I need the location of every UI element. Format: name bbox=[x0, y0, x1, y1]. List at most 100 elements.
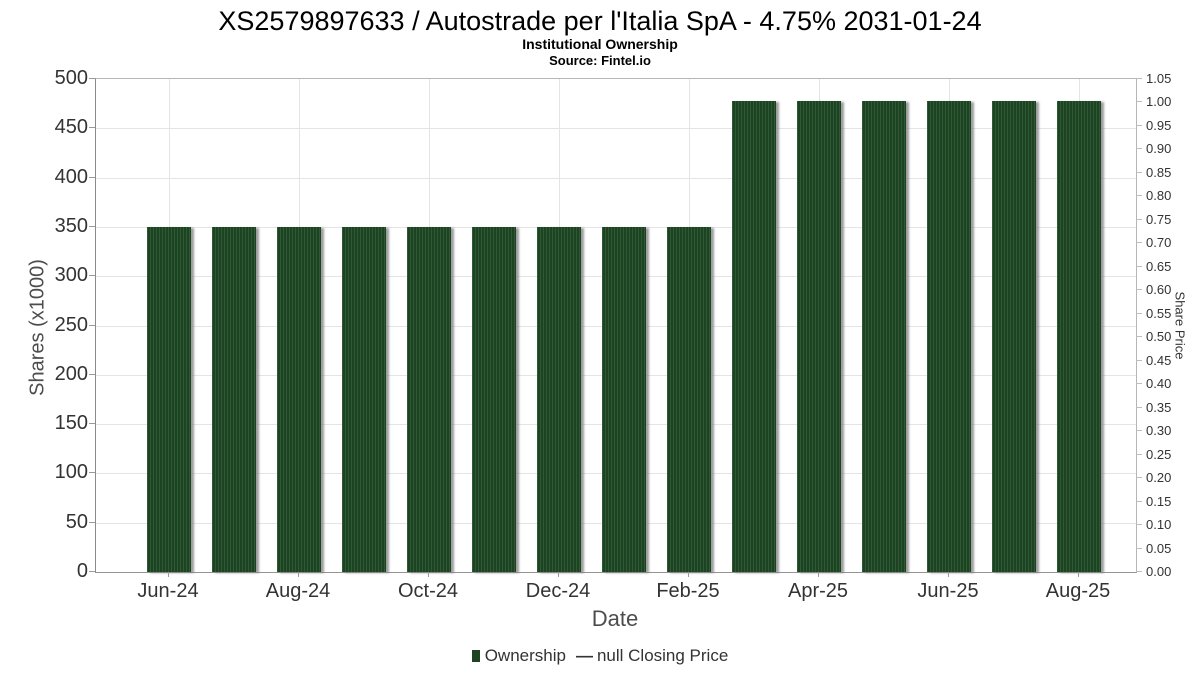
legend-ownership-label: Ownership bbox=[484, 646, 566, 665]
ownership-bar[interactable] bbox=[797, 100, 841, 572]
right-axis-tick bbox=[1136, 242, 1142, 244]
y-axis-tick bbox=[89, 423, 95, 425]
ownership-bar[interactable] bbox=[212, 226, 256, 572]
right-axis-tick bbox=[1136, 571, 1142, 572]
right-axis-tick-label: 0.70 bbox=[1146, 235, 1172, 251]
right-axis-tick bbox=[1136, 171, 1142, 173]
chart-title: XS2579897633 / Autostrade per l'Italia S… bbox=[218, 6, 982, 36]
ownership-swatch-icon bbox=[471, 650, 480, 662]
y-axis-tick bbox=[89, 373, 95, 375]
y-axis-tick bbox=[89, 472, 95, 474]
right-axis-tick bbox=[1136, 78, 1142, 79]
right-axis-tick bbox=[1136, 547, 1142, 549]
y-axis-tick-label: 0 bbox=[76, 560, 88, 582]
x-axis-tick bbox=[168, 572, 169, 577]
ownership-bar[interactable] bbox=[862, 100, 906, 572]
y-axis-tick-label: 500 bbox=[54, 67, 88, 89]
y-axis-tick-label: 150 bbox=[54, 412, 88, 435]
right-axis-tick-label: 0.40 bbox=[1146, 376, 1172, 392]
right-axis-tick-label: 0.10 bbox=[1146, 517, 1172, 533]
right-axis-tick bbox=[1136, 148, 1142, 150]
y-axis-tick-label: 50 bbox=[65, 510, 88, 533]
right-axis-tick bbox=[1136, 359, 1142, 361]
right-axis-tick bbox=[1136, 312, 1142, 314]
ownership-bar[interactable] bbox=[992, 100, 1036, 572]
y-axis-tick-label: 100 bbox=[54, 461, 88, 484]
ownership-bar[interactable] bbox=[602, 226, 646, 572]
right-axis-tick-label: 0.50 bbox=[1146, 329, 1172, 345]
right-axis-tick-label: 0.85 bbox=[1146, 164, 1172, 180]
ownership-bar[interactable] bbox=[147, 226, 191, 572]
y-axis-tick bbox=[89, 127, 95, 129]
ownership-bar[interactable] bbox=[342, 226, 386, 572]
legend-price-label: null Closing Price bbox=[596, 646, 729, 665]
y-axis-tick-label: 400 bbox=[54, 165, 88, 188]
x-axis-tick-label: Jun-24 bbox=[137, 580, 199, 602]
price-line-dash-icon: — bbox=[575, 646, 593, 665]
right-axis-tick bbox=[1136, 265, 1142, 267]
x-axis-tick bbox=[948, 572, 949, 577]
chart-source-label: Source: Fintel.io bbox=[549, 53, 651, 68]
right-axis-tick-label: 0.95 bbox=[1146, 117, 1172, 133]
x-axis-tick bbox=[1078, 572, 1079, 577]
right-axis-tick bbox=[1136, 453, 1142, 455]
legend-item-closing-price[interactable]: — null Closing Price bbox=[566, 646, 728, 666]
right-axis-tick bbox=[1136, 383, 1142, 385]
right-axis-tick bbox=[1136, 289, 1142, 291]
right-axis-tick bbox=[1136, 477, 1142, 479]
ownership-bar[interactable] bbox=[732, 100, 776, 572]
right-axis-tick bbox=[1136, 524, 1142, 526]
ownership-bar[interactable] bbox=[472, 226, 516, 572]
y-axis-tick bbox=[89, 176, 95, 178]
x-axis-tick-label: Aug-25 bbox=[1045, 580, 1111, 602]
right-axis-tick-label: 0.30 bbox=[1146, 423, 1172, 439]
right-axis-tick bbox=[1136, 500, 1142, 502]
right-axis-tick-label: 0.90 bbox=[1146, 141, 1172, 157]
chart-legend: Ownership — null Closing Price bbox=[0, 646, 1200, 666]
y-axis-tick bbox=[89, 275, 95, 277]
ownership-bar[interactable] bbox=[407, 226, 451, 572]
legend-item-ownership[interactable]: Ownership bbox=[471, 646, 566, 666]
y-axis-tick bbox=[89, 78, 95, 79]
right-axis-tick-label: 1.05 bbox=[1146, 71, 1172, 86]
ownership-bar[interactable] bbox=[277, 226, 321, 572]
chart-subtitle: Institutional Ownership bbox=[522, 36, 678, 52]
right-axis-tick-label: 0.55 bbox=[1146, 305, 1172, 321]
right-axis-tick bbox=[1136, 218, 1142, 220]
x-axis-tick-label: Aug-24 bbox=[265, 580, 331, 602]
y-axis-tick bbox=[89, 225, 95, 227]
y-axis-tick bbox=[89, 571, 95, 572]
x-axis-title-date: Date bbox=[591, 606, 639, 631]
right-axis-tick bbox=[1136, 336, 1142, 338]
right-axis-tick-label: 0.45 bbox=[1146, 352, 1172, 368]
y-axis-tick-label: 450 bbox=[54, 116, 88, 139]
right-axis-tick bbox=[1136, 195, 1142, 197]
ownership-bar[interactable] bbox=[667, 226, 711, 572]
x-axis-tick bbox=[428, 572, 429, 577]
right-axis-tick-label: 0.00 bbox=[1146, 564, 1172, 579]
x-axis-tick-label: Apr-25 bbox=[787, 580, 849, 602]
y-axis-tick bbox=[89, 521, 95, 523]
y-axis-title-share-price: Share Price bbox=[1172, 291, 1188, 360]
right-axis-tick-label: 0.80 bbox=[1146, 188, 1172, 204]
right-axis-tick-label: 0.15 bbox=[1146, 493, 1172, 509]
plot-area bbox=[95, 78, 1137, 573]
x-axis-tick bbox=[688, 572, 689, 577]
y-axis-tick-label: 250 bbox=[54, 313, 88, 336]
right-axis-tick bbox=[1136, 101, 1142, 103]
ownership-bar[interactable] bbox=[1057, 100, 1101, 572]
x-axis-tick bbox=[558, 572, 559, 577]
right-axis-tick-label: 0.75 bbox=[1146, 211, 1172, 227]
y-axis-tick-label: 200 bbox=[54, 362, 88, 385]
right-axis-tick-label: 1.00 bbox=[1146, 94, 1172, 110]
x-axis-tick-label: Dec-24 bbox=[525, 580, 591, 602]
right-axis-tick-label: 0.05 bbox=[1146, 540, 1172, 556]
ownership-bar[interactable] bbox=[537, 226, 581, 572]
ownership-bar[interactable] bbox=[927, 100, 971, 572]
right-axis-tick-label: 0.35 bbox=[1146, 399, 1172, 415]
right-axis-tick-label: 0.60 bbox=[1146, 282, 1172, 298]
h-gridline bbox=[96, 177, 1136, 179]
y-axis-title-shares: Shares (x1000) bbox=[26, 259, 49, 396]
x-axis-tick-label: Jun-25 bbox=[917, 580, 979, 602]
